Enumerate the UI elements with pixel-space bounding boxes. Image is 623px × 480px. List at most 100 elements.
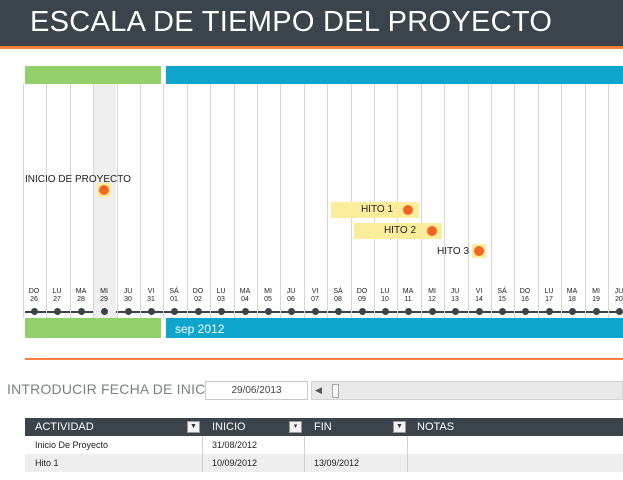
day-number-label: 15 (498, 296, 506, 303)
day-number-label: 06 (287, 296, 295, 303)
day-number-label: 10 (381, 296, 389, 303)
column-separator (407, 454, 408, 472)
day-column (163, 84, 186, 318)
phase-bar-green-bottom (25, 318, 161, 338)
milestone-dot-icon (427, 226, 437, 236)
column-header-inicio: INICIO (212, 421, 246, 433)
day-column (140, 84, 163, 318)
sort-filter-icon[interactable]: ▾ (289, 421, 302, 433)
day-column (538, 84, 561, 318)
axis-tick-dot (569, 308, 576, 315)
day-of-week-label: MA (402, 288, 414, 295)
day-number-label: 26 (30, 296, 38, 303)
day-number-label: 28 (77, 296, 85, 303)
day-column (327, 84, 350, 318)
axis-tick-dot (125, 308, 132, 315)
page-title: ESCALA DE TIEMPO DEL PROYECTO (30, 6, 553, 38)
day-column (444, 84, 467, 318)
day-of-week-label: SÁ (169, 288, 179, 295)
day-number-label: 14 (475, 296, 483, 303)
cell-notas (407, 454, 417, 472)
day-of-week-label: DO (356, 288, 368, 295)
arrow-left-icon[interactable]: ◀ (315, 385, 322, 395)
timeline-chart: sep 2012 DO 26 LU 27 MA 28 MI 29 JU 30 VI 31 SÁ 01 DO 0… (0, 49, 623, 349)
day-of-week-label: JU (450, 288, 460, 295)
milestone-label: HITO 1 (331, 202, 419, 218)
day-column (280, 84, 303, 318)
cell-actividad: Inicio De Proyecto (35, 440, 109, 450)
day-of-week-label: VI (147, 288, 155, 295)
day-of-week-label: LU (216, 288, 226, 295)
day-number-label: 04 (241, 296, 249, 303)
day-of-week-label: VI (475, 288, 483, 295)
section-divider (25, 358, 623, 360)
axis-tick-dot (452, 308, 459, 315)
axis-tick-dot (101, 308, 108, 315)
column-separator (304, 436, 305, 454)
scrollbar-thumb[interactable] (332, 384, 339, 398)
axis-tick-dot (171, 308, 178, 315)
day-of-week-label: LU (52, 288, 62, 295)
month-label: sep 2012 (175, 322, 225, 336)
phase-bar-blue-bottom (166, 318, 623, 338)
title-bar: ESCALA DE TIEMPO DEL PROYECTO (0, 0, 623, 46)
chevron-down-icon[interactable]: ▼ (393, 421, 406, 433)
column-header-actividad: ACTIVIDAD (35, 421, 94, 433)
day-column (234, 84, 257, 318)
day-column (117, 84, 140, 318)
day-number-label: 02 (194, 296, 202, 303)
day-number-label: 29 (100, 296, 108, 303)
axis-tick-dot (54, 308, 61, 315)
table-row[interactable]: Inicio De Proyecto 31/08/2012 (25, 436, 623, 454)
day-of-week-label: DO (192, 288, 204, 295)
axis-tick-dot (148, 308, 155, 315)
day-of-week-label: JU (614, 288, 623, 295)
day-number-label: 27 (53, 296, 61, 303)
day-of-week-label: MI (264, 288, 272, 295)
day-column (468, 84, 491, 318)
day-of-week-label: DO (28, 288, 40, 295)
header-accent-line (0, 46, 623, 49)
day-of-week-label: SÁ (497, 288, 507, 295)
day-column (351, 84, 374, 318)
day-number-label: 30 (124, 296, 132, 303)
axis-tick-dot (546, 308, 553, 315)
day-column (585, 84, 608, 318)
day-of-week-label: JU (123, 288, 133, 295)
table-header: ACTIVIDAD ▼ INICIO ▾ FIN ▼ NOTAS (25, 418, 623, 436)
timeline-scrollbar[interactable]: ◀ (311, 381, 623, 400)
table-row[interactable]: Hito 1 10/09/2012 13/09/2012 (25, 454, 623, 472)
milestone-dot-icon (474, 246, 484, 256)
axis-tick-dot (288, 308, 295, 315)
day-number-label: 01 (170, 296, 178, 303)
axis-tick-dot (522, 308, 529, 315)
axis-tick-dot (359, 308, 366, 315)
milestone-label: HITO 2 (354, 223, 442, 239)
day-number-label: 31 (147, 296, 155, 303)
axis-tick-dot (335, 308, 342, 315)
column-separator (202, 454, 203, 472)
day-column (397, 84, 420, 318)
day-of-week-label: DO (519, 288, 531, 295)
cell-actividad: Hito 1 (35, 458, 59, 468)
day-number-label: 16 (521, 296, 529, 303)
day-of-week-label: VI (311, 288, 319, 295)
start-date-input[interactable]: 29/06/2013 (205, 381, 308, 400)
cell-fin (304, 436, 314, 454)
axis-tick-dot (242, 308, 249, 315)
day-number-label: 13 (451, 296, 459, 303)
day-of-week-label: MI (100, 288, 108, 295)
axis-tick-dot (476, 308, 483, 315)
chevron-down-icon[interactable]: ▼ (187, 421, 200, 433)
milestone-marker (97, 183, 111, 197)
phase-bar-blue-top (166, 66, 623, 84)
day-number-label: 18 (568, 296, 576, 303)
day-of-week-label: MA (239, 288, 251, 295)
axis-tick-dot (31, 308, 38, 315)
cell-inicio: 10/09/2012 (212, 458, 258, 468)
activity-table: ACTIVIDAD ▼ INICIO ▾ FIN ▼ NOTAS Inicio … (25, 418, 623, 472)
axis-tick-dot (499, 308, 506, 315)
day-of-week-label: LU (544, 288, 554, 295)
day-of-week-label: MI (428, 288, 436, 295)
axis-tick-dot (593, 308, 600, 315)
